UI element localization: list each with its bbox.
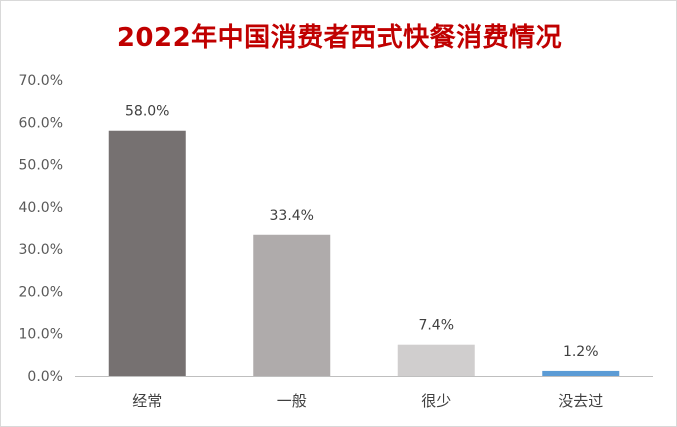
category-label: 没去过	[558, 392, 603, 410]
y-tick-label: 60.0%	[19, 115, 63, 131]
bar	[542, 370, 620, 376]
bar	[108, 130, 186, 376]
y-tick-label: 70.0%	[19, 73, 63, 89]
y-tick-label: 30.0%	[19, 242, 63, 258]
category-label: 一般	[277, 392, 307, 410]
bar	[253, 234, 331, 376]
y-tick-label: 0.0%	[27, 369, 63, 385]
category-label: 很少	[421, 392, 451, 410]
y-axis-ticks: 0.0% 10.0% 20.0% 30.0% 40.0% 50.0% 60.0% 70.0%	[19, 73, 63, 385]
bars	[108, 130, 620, 376]
value-label: 7.4%	[418, 318, 454, 334]
y-tick-label: 50.0%	[19, 158, 63, 174]
value-label: 1.2%	[563, 344, 599, 360]
chart-title: 2022年中国消费者西式快餐消费情况	[116, 23, 563, 53]
category-labels: 经常 一般 很少 没去过	[132, 392, 603, 410]
y-tick-label: 40.0%	[19, 200, 63, 216]
value-label: 33.4%	[270, 208, 314, 224]
bar	[397, 344, 475, 376]
y-tick-label: 10.0%	[19, 327, 63, 343]
category-label: 经常	[132, 392, 162, 410]
y-tick-label: 20.0%	[19, 284, 63, 300]
value-labels: 58.0% 33.4% 7.4% 1.2%	[125, 104, 599, 360]
value-label: 58.0%	[125, 104, 169, 120]
